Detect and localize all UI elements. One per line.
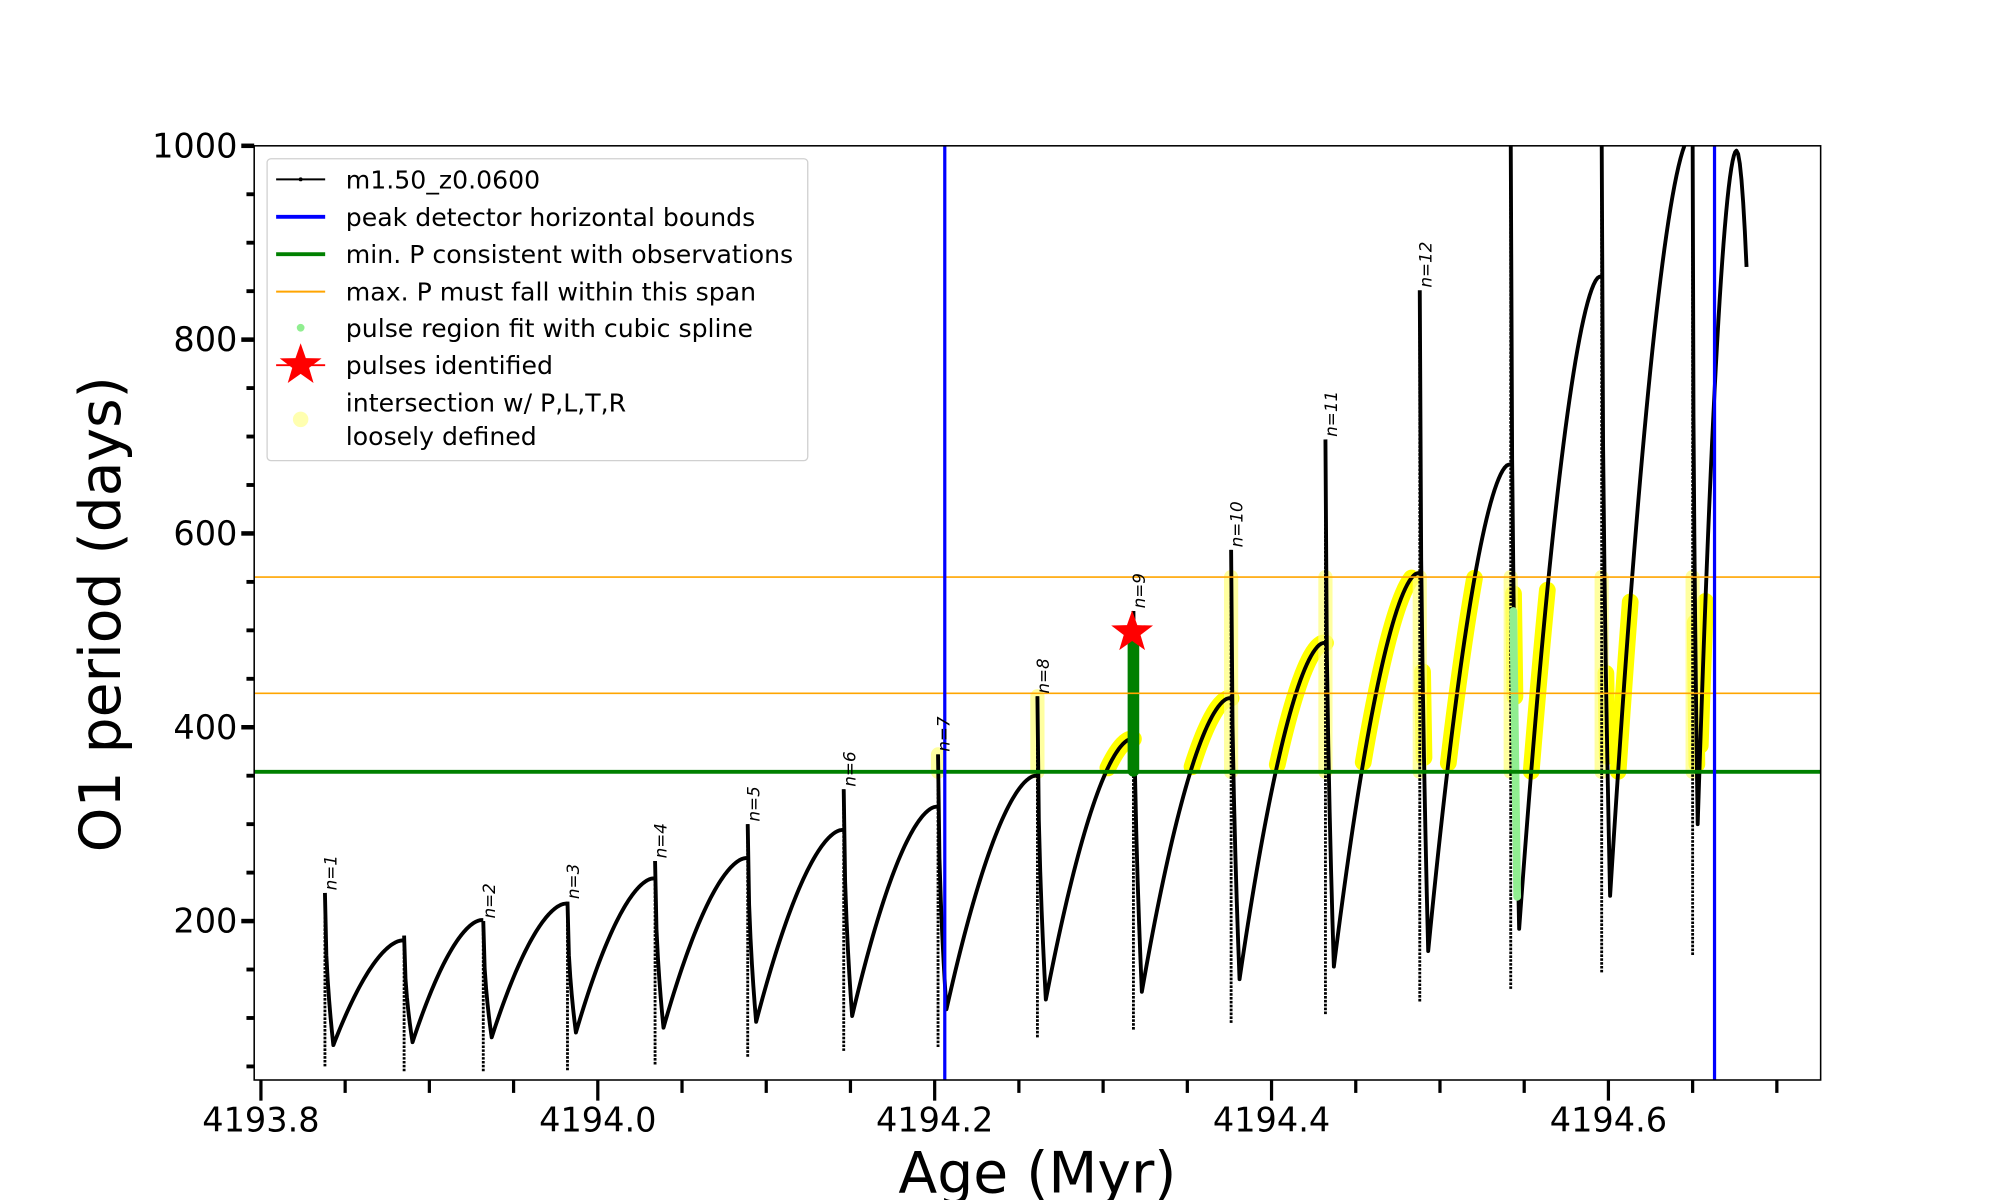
pulse-label: n=3: [563, 864, 583, 899]
series-m1.50_z0.0600: [1323, 439, 1420, 969]
x-tick-label: 4194.4: [1213, 1101, 1330, 1140]
series-m1.50_z0.0600: [402, 918, 484, 1045]
legend-label: peak detector horizontal bounds: [346, 203, 755, 232]
pulse-label: n=6: [839, 751, 859, 786]
series-m1.50_z0.0600: [565, 876, 656, 1035]
series-m1.50_z0.0600: [745, 824, 844, 1024]
series-m1.50_z0.0600: [936, 754, 1038, 1012]
legend-label: pulses identified: [346, 351, 553, 380]
series-m1.50_z0.0600: [653, 856, 748, 1030]
pulse-label: n=5: [743, 786, 763, 821]
pulse-label: n=12: [1415, 242, 1435, 288]
series-m1.50_z0.0600: [1508, 145, 1602, 931]
legend-label: max. P must fall within this span: [346, 278, 756, 307]
series-m1.50_z0.0600: [1599, 145, 1687, 898]
x-axis-label: Age (Myr): [898, 1140, 1176, 1200]
legend-label: intersection w/ P,L,T,R: [346, 389, 626, 418]
pulse-label: n=2: [479, 883, 499, 918]
x-tick-label: 4193.8: [202, 1101, 319, 1140]
spline-fit-points: [1509, 607, 1522, 901]
plot-area: n=1 n=2 n=3 n=4 n=5 n=6 n=7 n=8 n=9 n=10 n=11 n=12: [254, 145, 1821, 1080]
series-m1.50_z0.0600: [1131, 610, 1232, 994]
x-tick-label: 4194.6: [1550, 1101, 1667, 1140]
y-tick-label: 400: [173, 708, 237, 747]
pulse-label: n=8: [1033, 658, 1053, 693]
x-tick-label: 4194.0: [539, 1101, 656, 1140]
series-m1.50_z0.0600: [1229, 549, 1326, 982]
legend-dot-icon: [292, 411, 309, 428]
series-m1.50_z0.0600: [1417, 290, 1511, 954]
pulse-label: n=10: [1227, 501, 1247, 547]
y-axis-label: O1 period (days): [68, 376, 134, 852]
pulse-label: n=9: [1129, 573, 1149, 608]
intersection-highlight: [1268, 634, 1334, 774]
series-m1.50_z0.0600: [323, 892, 405, 1048]
pulse-label: n=4: [651, 823, 671, 858]
series-m1.50_z0.0600: [1690, 145, 1749, 827]
pulse-label: n=7: [934, 716, 954, 752]
intersection-highlight: [1354, 569, 1420, 771]
legend-label: loosely defined: [346, 422, 537, 451]
legend-label: m1.50_z0.0600: [346, 165, 540, 194]
legend-label: pulse region fit with cubic spline: [346, 314, 753, 343]
legend-star-icon: [279, 343, 322, 383]
y-tick-label: 1000: [152, 126, 237, 165]
series-m1.50_z0.0600: [841, 789, 939, 1018]
pulse-label: n=1: [321, 855, 341, 890]
legend-dot-icon: [296, 323, 305, 332]
axis-ticks: 200 400 600 800 1000 4193.8 4194.0 4194.2 4194.4…: [152, 126, 1779, 1140]
series-m1.50_z0.0600: [1035, 696, 1134, 1002]
series-m1.50_z0.0600: [481, 901, 568, 1040]
series-group: [254, 145, 1821, 1080]
y-tick-label: 200: [173, 902, 237, 941]
pulse-label: n=11: [1321, 391, 1341, 437]
pulse-identified-star-marker: [1111, 610, 1154, 651]
legend-label: min. P consistent with observations: [346, 240, 793, 269]
axes-frame: [253, 145, 1822, 1081]
legend-dot-icon: [298, 177, 303, 182]
legend-box: [266, 158, 809, 462]
x-tick-label: 4194.2: [876, 1101, 993, 1140]
y-tick-label: 800: [173, 320, 237, 359]
y-tick-label: 600: [173, 514, 237, 553]
